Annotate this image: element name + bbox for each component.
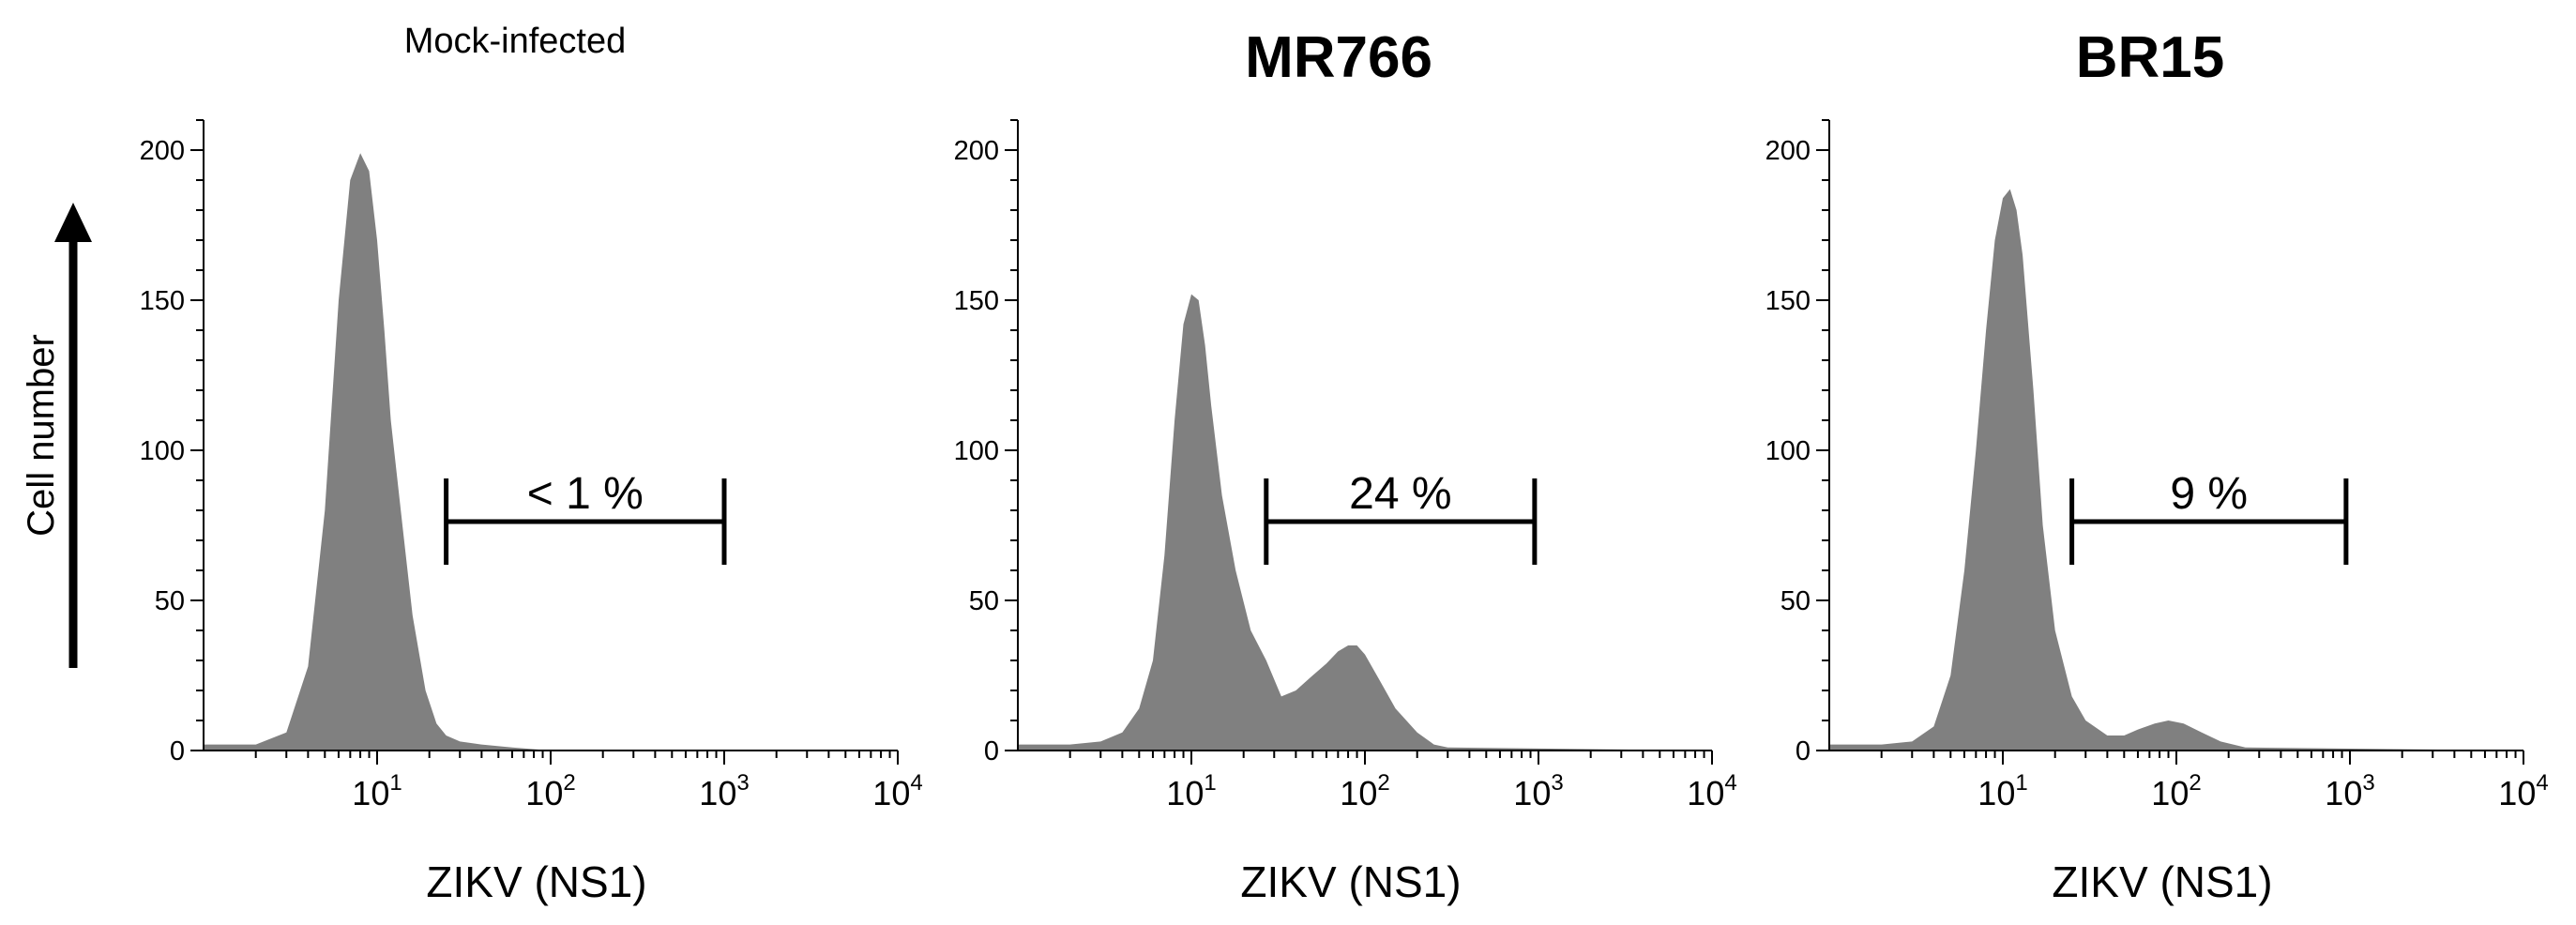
y-tick-label: 0 — [984, 736, 999, 766]
x-tick-label: 101 — [1166, 770, 1216, 812]
panel-title: Mock-infected — [404, 22, 627, 61]
x-tick-label: 103 — [699, 770, 749, 812]
x-tick-label: 104 — [2498, 770, 2548, 812]
gate-marker: < 1 % — [444, 469, 727, 565]
y-tick-label: 150 — [1765, 286, 1811, 316]
y-tick-label: 50 — [155, 586, 185, 616]
y-axis-label: Cell number — [21, 334, 62, 537]
x-tick-label: 102 — [1340, 770, 1389, 812]
gate-label: 9 % — [2170, 469, 2248, 519]
y-tick-label: 50 — [1780, 586, 1811, 616]
y-tick-label: 50 — [969, 586, 999, 616]
x-tick-label: 103 — [1513, 770, 1563, 812]
y-tick-label: 0 — [170, 736, 185, 766]
histogram-panel: BR15 0 50 100 150 200 101 102 103 104 ZIKV (NS1) 9 … — [1765, 25, 2549, 906]
y-axis-label-group: Cell number — [21, 203, 92, 668]
histogram-panel: Mock-infected 0 50 100 150 200 101 102 103 104 ZIK… — [140, 22, 923, 906]
x-axis-label: ZIKV (NS1) — [1240, 857, 1461, 906]
y-tick-label: 100 — [954, 436, 999, 466]
panel-title: MR766 — [1245, 25, 1432, 90]
histogram-area — [204, 153, 898, 751]
gate-label: < 1 % — [527, 469, 644, 519]
gate-label: 24 % — [1349, 469, 1451, 519]
x-axis-label: ZIKV (NS1) — [2052, 857, 2272, 906]
histogram-area — [1829, 189, 2523, 751]
gate-marker: 9 % — [2069, 469, 2349, 565]
y-tick-label: 200 — [140, 136, 185, 166]
arrow-up-icon — [54, 203, 92, 242]
panel-title: BR15 — [2076, 25, 2225, 90]
y-tick-label: 0 — [1796, 736, 1811, 766]
x-tick-label: 103 — [2325, 770, 2374, 812]
y-tick-label: 200 — [954, 136, 999, 166]
y-tick-label: 200 — [1765, 136, 1811, 166]
x-tick-label: 102 — [2151, 770, 2201, 812]
histogram-area — [1018, 294, 1712, 751]
x-tick-label: 104 — [1687, 770, 1736, 812]
x-axis-label: ZIKV (NS1) — [426, 857, 646, 906]
x-tick-label: 101 — [1977, 770, 2027, 812]
y-tick-label: 150 — [140, 286, 185, 316]
y-tick-label: 150 — [954, 286, 999, 316]
y-tick-label: 100 — [1765, 436, 1811, 466]
histogram-panel: MR766 0 50 100 150 200 101 102 103 104 ZIKV (NS1) 2… — [954, 25, 1737, 906]
gate-marker: 24 % — [1264, 469, 1538, 565]
x-tick-label: 102 — [525, 770, 575, 812]
x-tick-label: 101 — [352, 770, 402, 812]
x-tick-label: 104 — [872, 770, 922, 812]
y-tick-label: 100 — [140, 436, 185, 466]
histogram-panels: Mock-infected 0 50 100 150 200 101 102 103 104 ZIK… — [140, 22, 2549, 906]
